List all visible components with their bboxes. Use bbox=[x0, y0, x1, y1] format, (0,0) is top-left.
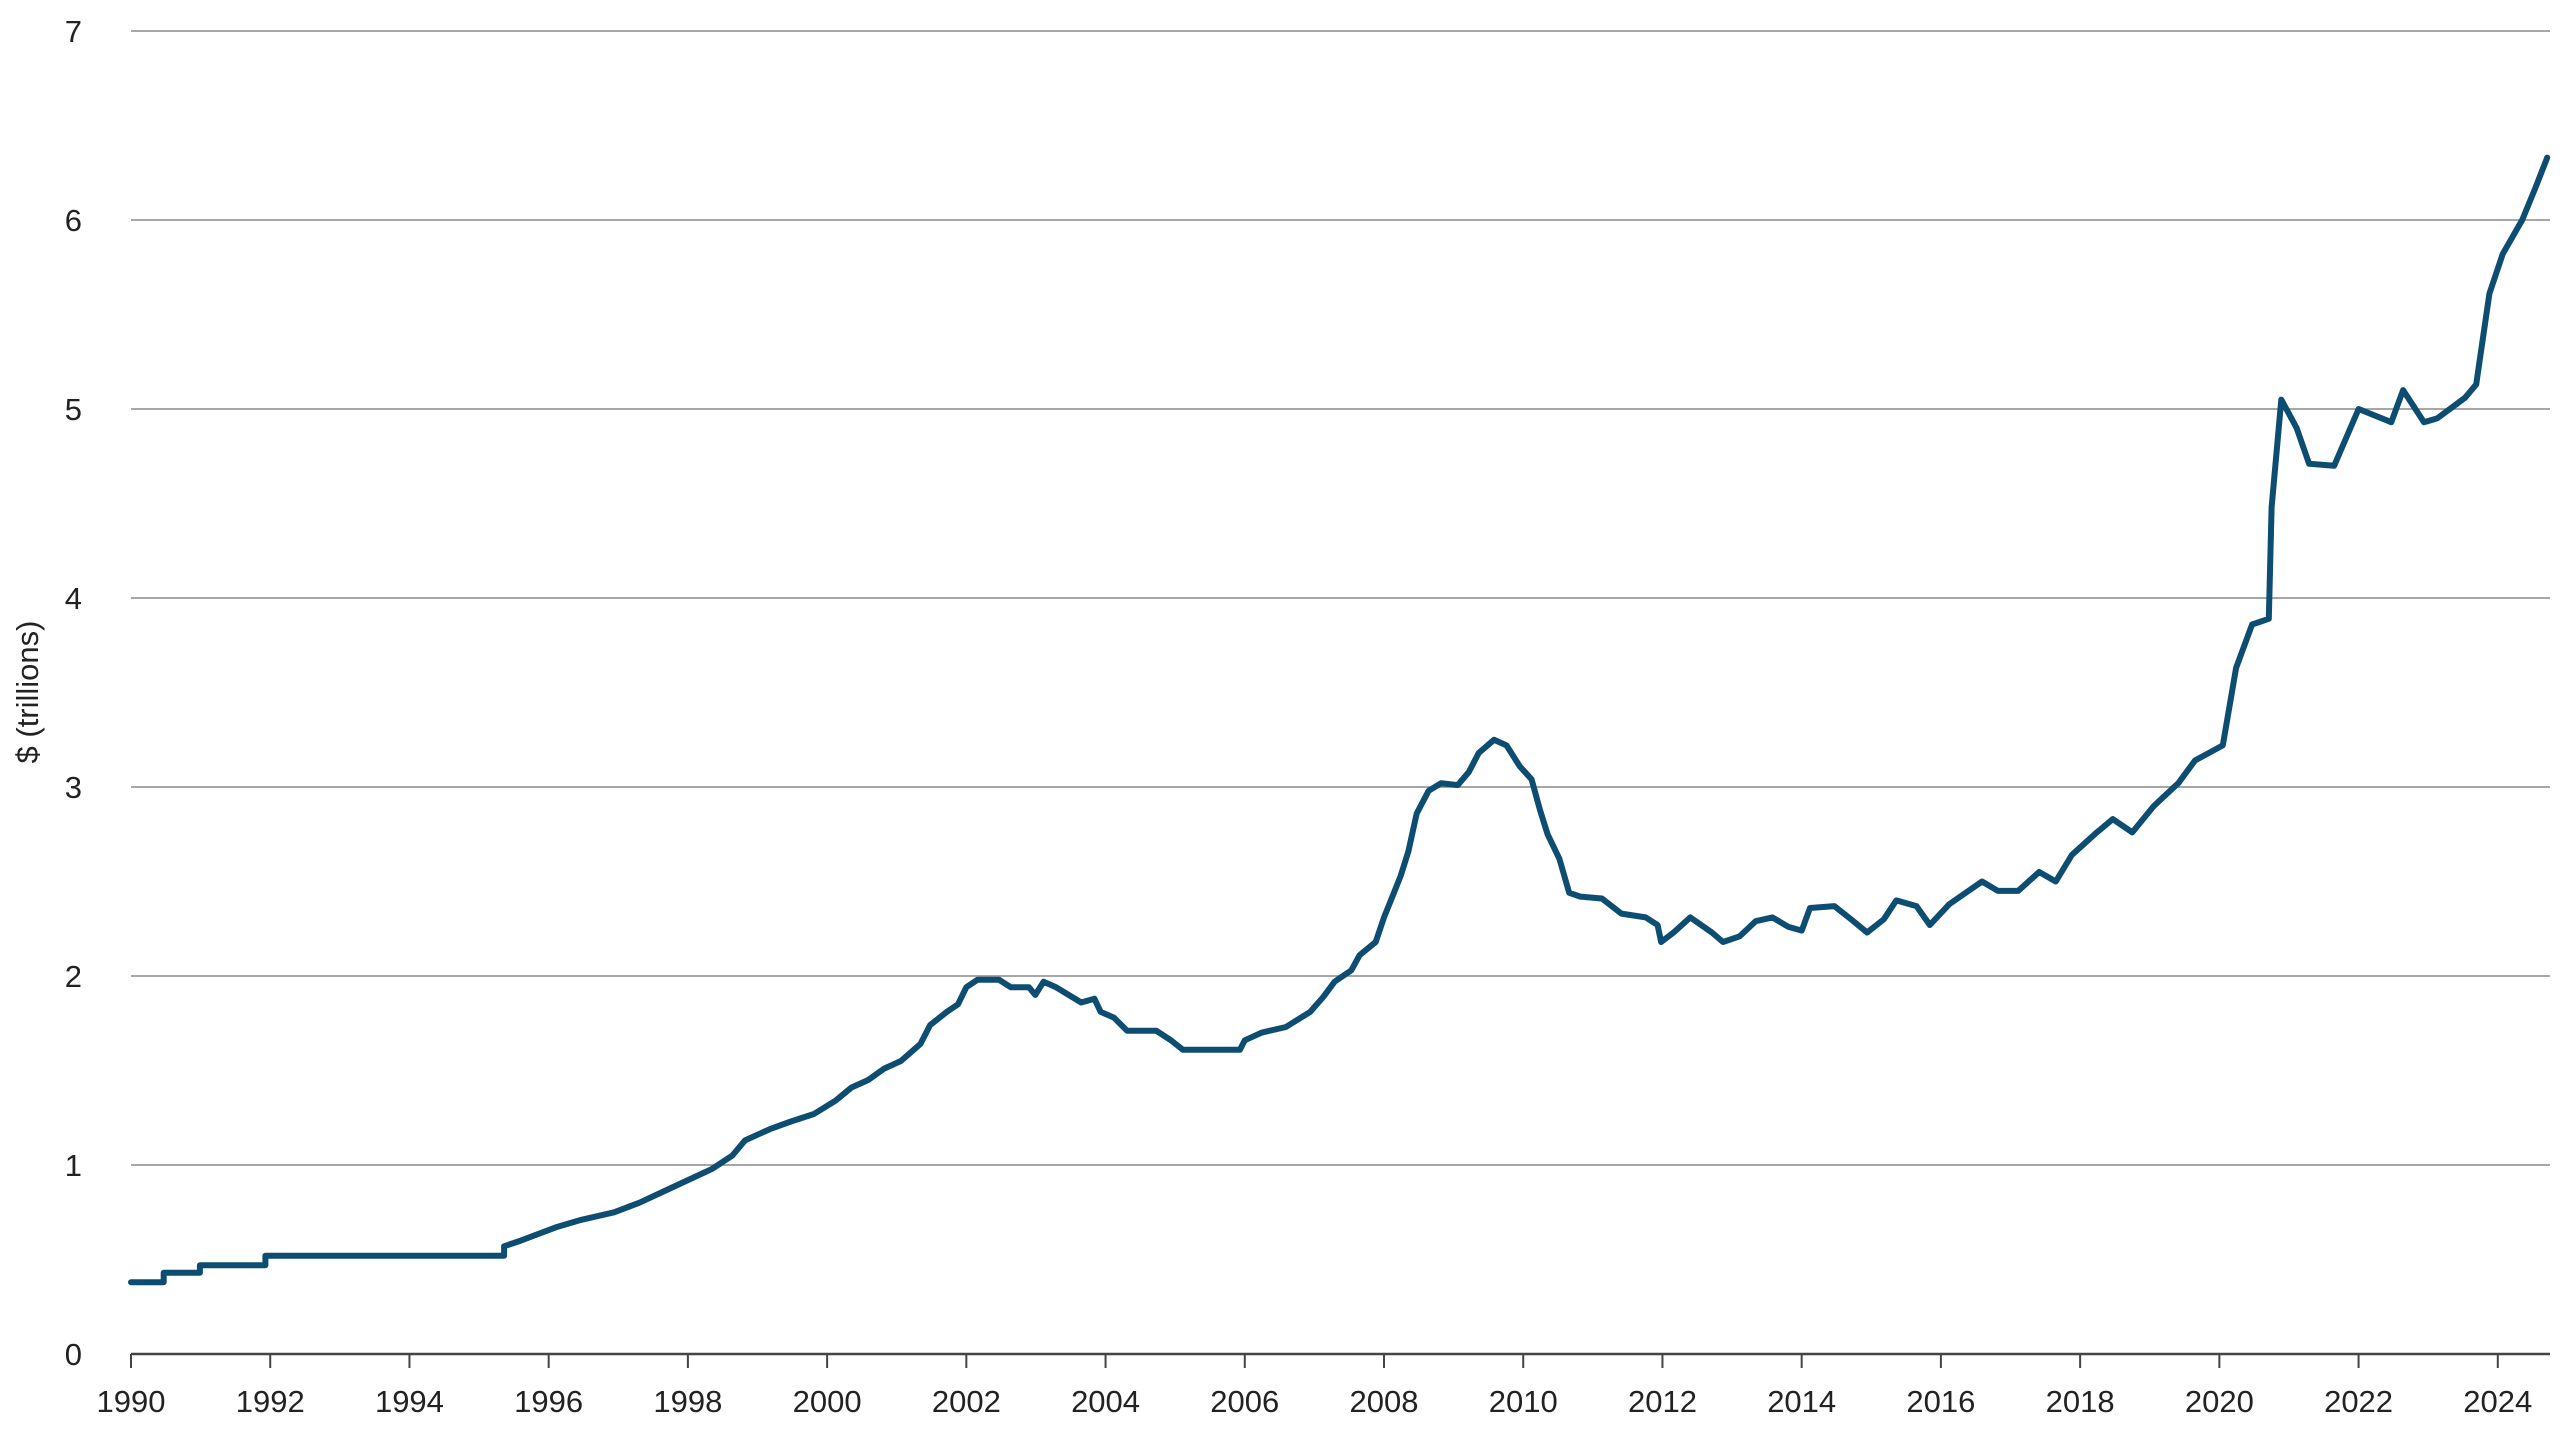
y-axis-label: $ (trillions) bbox=[10, 621, 45, 764]
y-tick-label: 1 bbox=[65, 1148, 82, 1183]
x-tick-label: 1994 bbox=[375, 1384, 444, 1419]
x-tick-label: 2008 bbox=[1350, 1384, 1419, 1419]
x-tick-label: 2010 bbox=[1489, 1384, 1558, 1419]
x-tick-label: 1992 bbox=[236, 1384, 305, 1419]
x-tick-label: 2022 bbox=[2324, 1384, 2393, 1419]
y-tick-label: 0 bbox=[65, 1337, 82, 1372]
x-tick-label: 2006 bbox=[1210, 1384, 1279, 1419]
x-tick-label: 2004 bbox=[1071, 1384, 1140, 1419]
data-line bbox=[128, 154, 2551, 1286]
y-tick-label: 6 bbox=[65, 203, 82, 238]
x-tick-label: 2002 bbox=[932, 1384, 1001, 1419]
x-tick-label: 2012 bbox=[1628, 1384, 1697, 1419]
x-tick-label: 2020 bbox=[2185, 1384, 2254, 1419]
y-tick-label: 4 bbox=[65, 581, 82, 616]
x-tick-label: 1990 bbox=[97, 1384, 166, 1419]
x-tick-label: 2000 bbox=[793, 1384, 862, 1419]
y-tick-label: 7 bbox=[65, 14, 82, 49]
x-tick-label: 1996 bbox=[514, 1384, 583, 1419]
x-tick-label: 2018 bbox=[2046, 1384, 2115, 1419]
x-tick-label: 2014 bbox=[1767, 1384, 1836, 1419]
y-tick-label: 2 bbox=[65, 959, 82, 994]
x-tick-label: 1998 bbox=[653, 1384, 722, 1419]
y-tick-label: 5 bbox=[65, 392, 82, 427]
x-tick-label: 2016 bbox=[1906, 1384, 1975, 1419]
y-tick-label: 3 bbox=[65, 770, 82, 805]
x-tick-label: 2024 bbox=[2463, 1384, 2532, 1419]
